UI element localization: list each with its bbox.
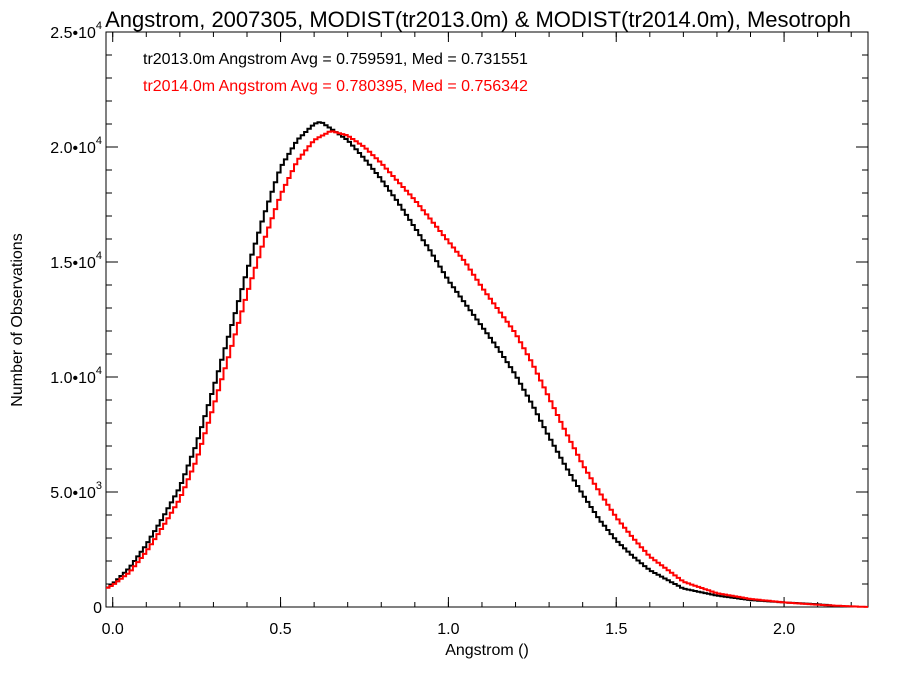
y-tick-mantissa: 1.0•10 <box>50 370 96 387</box>
y-tick-mantissa: 1.5•10 <box>50 255 96 272</box>
y-tick-mantissa: 0 <box>93 600 102 617</box>
y-tick-exponent: 3 <box>96 480 102 492</box>
y-tick-exponent: 4 <box>96 250 102 262</box>
y-tick-label: 1.5•104 <box>50 250 102 272</box>
x-axis: 0.0 0.5 1.0 1.5 2.0 <box>102 32 852 638</box>
x-tick-label: 1.5 <box>605 621 627 638</box>
y-tick-mantissa: 2.0•10 <box>50 140 96 157</box>
y-tick-label: 2.5•104 <box>50 20 102 42</box>
legend-entry-1: tr2013.0m Angstrom Avg = 0.759591, Med =… <box>143 51 528 68</box>
series-layer <box>106 121 868 608</box>
x-tick-label: 0.5 <box>269 621 291 638</box>
y-tick-exponent: 4 <box>96 135 102 147</box>
y-tick-label: 2.0•104 <box>50 135 102 157</box>
y-axis-label: Number of Observations <box>9 233 26 406</box>
x-axis-label: Angstrom () <box>445 642 529 659</box>
y-tick-exponent: 4 <box>96 20 102 32</box>
y-tick-mantissa: 5.0•10 <box>50 485 96 502</box>
plot-frame <box>105 31 869 608</box>
legend-entry-2: tr2014.0m Angstrom Avg = 0.780395, Med =… <box>143 78 528 95</box>
x-tick-label: 2.0 <box>773 621 795 638</box>
y-tick-mantissa: 2.5•10 <box>50 25 96 42</box>
chart-title: Angstrom, 2007305, MODIST(tr2013.0m) & M… <box>105 7 851 32</box>
y-tick-exponent: 4 <box>96 365 102 377</box>
y-tick-label: 1.0•104 <box>50 365 102 387</box>
x-tick-label: 0.0 <box>102 621 124 638</box>
series-line-1 <box>106 121 835 607</box>
series-line-2 <box>106 130 868 608</box>
y-tick-label: 0 <box>93 600 102 617</box>
x-tick-label: 1.0 <box>437 621 459 638</box>
legend: tr2013.0m Angstrom Avg = 0.759591, Med =… <box>143 51 528 95</box>
y-tick-label: 5.0•103 <box>50 480 102 502</box>
